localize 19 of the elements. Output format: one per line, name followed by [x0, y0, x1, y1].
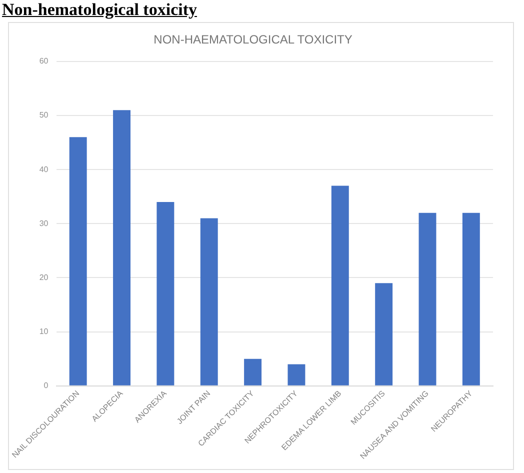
bar	[244, 358, 262, 386]
y-tick-label: 60	[39, 56, 49, 66]
bar	[156, 202, 174, 386]
text: Non-hematological toxicity	[1, 0, 198, 20]
bar	[418, 212, 436, 386]
y-tick-label: 40	[39, 164, 49, 174]
y-tick-label: 10	[39, 327, 49, 336]
y-tick-label: 20	[39, 272, 49, 282]
bar	[200, 218, 218, 386]
bar	[462, 212, 480, 386]
chart-title: NON-HAEMATOLOGICAL TOXICITY	[154, 32, 352, 47]
bar	[288, 364, 306, 386]
bar	[69, 137, 87, 386]
bar	[375, 283, 393, 386]
y-tick-label: 0	[44, 381, 49, 390]
y-tick-label: 30	[39, 218, 49, 228]
y-tick-label: 50	[39, 110, 49, 120]
bar	[331, 186, 349, 386]
bar	[113, 110, 130, 386]
